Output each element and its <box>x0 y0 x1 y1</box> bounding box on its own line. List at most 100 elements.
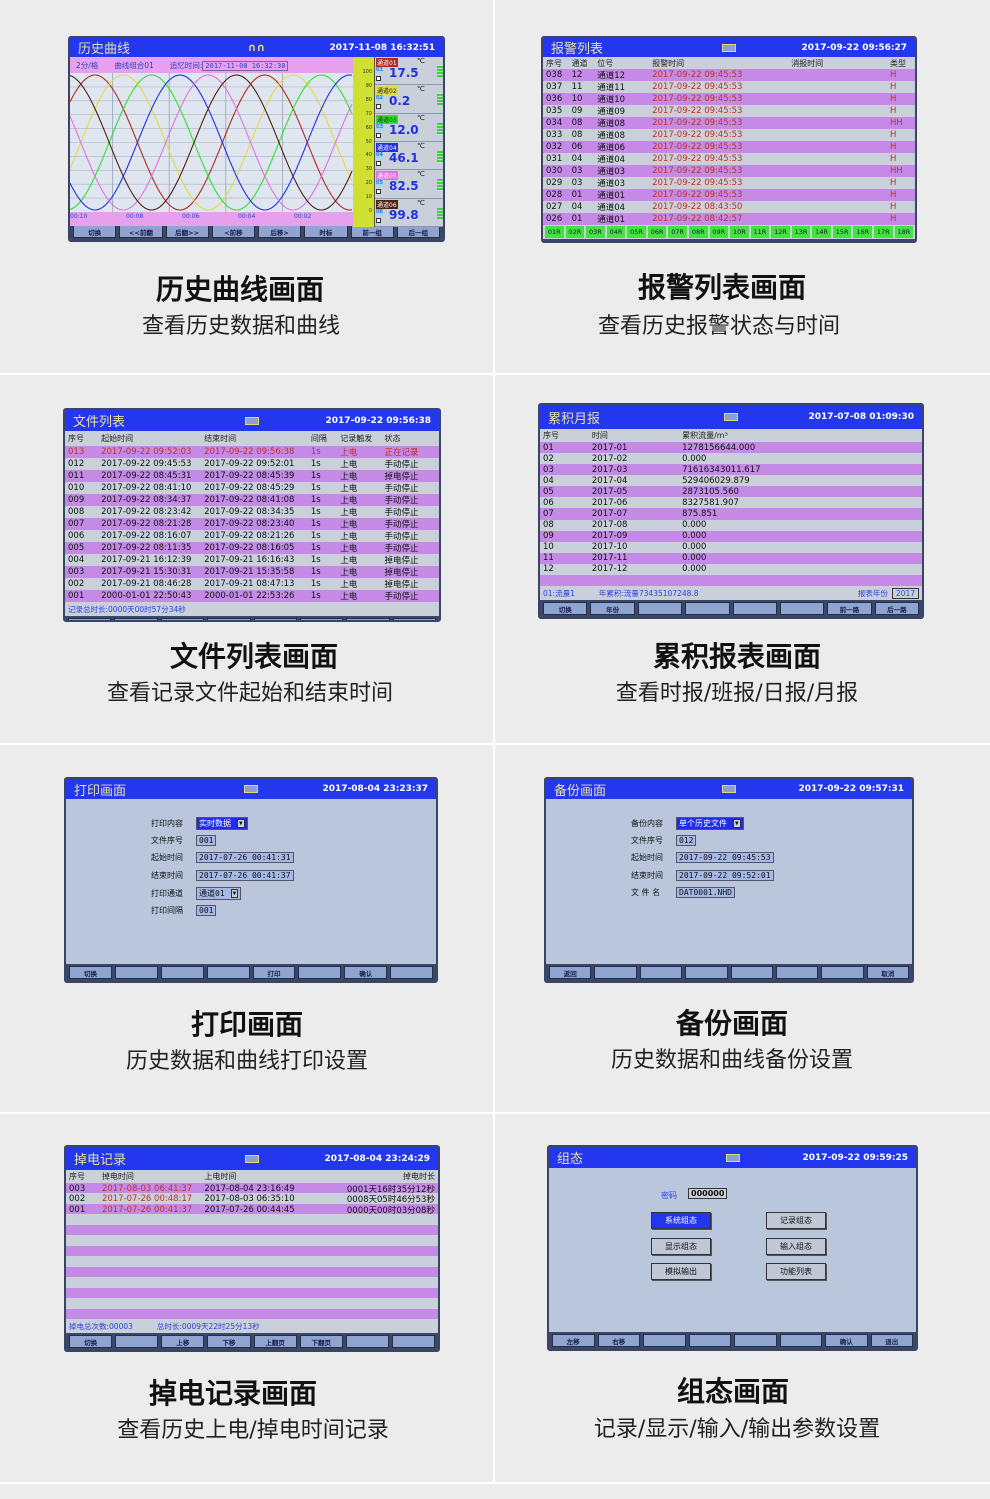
config-option-button[interactable]: 输入组态 <box>766 1237 826 1255</box>
table-row[interactable]: 012 2017-09-22 09:45:53 2017-09-22 09:52:0… <box>65 458 439 470</box>
table-row[interactable]: 06 2017-06 8327581.907 <box>540 497 922 509</box>
table-row[interactable] <box>66 1308 438 1320</box>
table-row[interactable]: 005 2017-09-22 08:11:35 2017-09-22 08:16:0… <box>65 542 439 554</box>
softkey-button[interactable] <box>391 1335 435 1348</box>
table-row[interactable] <box>66 1235 438 1246</box>
softkey-button[interactable]: 下翻页 <box>299 618 344 620</box>
table-row[interactable]: 004 2017-09-21 16:12:39 2017-09-21 16:16:4… <box>65 554 439 566</box>
softkey-button[interactable]: 切换 <box>546 241 589 243</box>
table-row[interactable]: 032 06 通道06 2017-09-22 09:45:53 H <box>543 141 915 153</box>
table-row[interactable]: 01 2017-01 1278156644.000 <box>540 442 922 454</box>
recall-time-input[interactable]: 2017-11-08 16:32:30 <box>202 61 289 71</box>
softkey-button[interactable]: 备份 <box>392 618 436 620</box>
softkey-button[interactable] <box>779 1334 822 1347</box>
config-option-button[interactable]: 功能列表 <box>766 1263 826 1280</box>
table-row[interactable]: 008 2017-09-22 08:23:42 2017-09-22 08:34:3… <box>65 506 439 518</box>
table-row[interactable]: 011 2017-09-22 08:45:31 2017-09-22 08:45:3… <box>65 470 439 482</box>
dropdown-arrow-icon[interactable]: ▼ <box>237 819 245 828</box>
channel-cell[interactable]: 通道05 ℃ 05 82.5 <box>375 170 443 199</box>
softkey-button[interactable] <box>688 1334 731 1347</box>
softkey-button[interactable]: 下翻页 <box>299 1335 343 1348</box>
field-input[interactable]: 2017-07-26 00:41:31 <box>196 852 294 863</box>
table-row[interactable] <box>540 574 922 587</box>
softkey-button[interactable]: 上翻页 <box>253 1335 297 1348</box>
softkey-button[interactable]: 切换 <box>73 225 117 238</box>
softkey-button[interactable]: 年份 <box>590 602 635 615</box>
channel-cell[interactable]: 通道04 ℃ 04 46.1 <box>375 141 443 171</box>
checkbox-icon[interactable] <box>376 160 381 166</box>
softkey-button[interactable]: 曲线 <box>346 618 390 620</box>
checkbox-icon[interactable] <box>376 217 381 223</box>
table-row[interactable]: 035 09 通道09 2017-09-22 09:45:53 H <box>543 105 915 117</box>
dropdown-arrow-icon[interactable]: ▼ <box>733 819 741 828</box>
table-row[interactable]: 027 04 通道04 2017-09-22 08:43:50 H <box>543 201 915 213</box>
field-input[interactable]: 012 <box>676 834 697 846</box>
table-row[interactable]: 11 2017-11 0.000 <box>540 552 922 564</box>
softkey-button[interactable] <box>643 1334 686 1347</box>
softkey-button[interactable] <box>779 602 825 615</box>
table-row[interactable]: 002 2017-09-21 08:46:28 2017-09-21 08:47:1… <box>65 578 439 590</box>
softkey-button[interactable]: 切换 <box>68 618 112 620</box>
config-option-button[interactable]: 系统组态 <box>651 1212 711 1229</box>
softkey-button[interactable]: 上翻页 <box>253 618 297 620</box>
softkey-button[interactable]: <前移 <box>211 225 255 238</box>
config-option-button[interactable]: 模拟输出 <box>651 1263 711 1280</box>
softkey-button[interactable] <box>821 966 864 979</box>
softkey-button[interactable] <box>592 241 635 243</box>
field-input[interactable]: 实时数据 ▼ <box>196 817 248 830</box>
table-row[interactable]: 031 04 通道04 2017-09-22 09:45:53 H <box>543 153 915 165</box>
table-row[interactable]: 08 2017-08 0.000 <box>540 519 922 531</box>
softkey-button[interactable] <box>685 966 728 979</box>
softkey-button[interactable]: 上翻页 <box>731 241 774 243</box>
year-input[interactable]: 2017 <box>891 587 919 599</box>
field-input[interactable]: 单个历史文件 ▼ <box>676 817 744 830</box>
table-row[interactable]: 003 2017-09-21 15:30:31 2017-09-21 15:35:5… <box>65 566 439 578</box>
channel-cell[interactable]: 通道03 ℃ 03 12.0 <box>375 113 443 142</box>
table-row[interactable]: 02 2017-02 0.000 <box>540 453 922 465</box>
softkey-button[interactable] <box>206 966 250 979</box>
table-row[interactable]: 12 2017-12 0.000 <box>540 563 922 575</box>
field-input[interactable]: 001 <box>196 904 217 916</box>
field-input[interactable]: 2017-07-26 00:41:37 <box>196 869 294 881</box>
table-row[interactable]: 006 2017-09-22 08:16:07 2017-09-22 08:21:2… <box>65 530 439 542</box>
table-row[interactable]: 033 08 通道08 2017-09-22 09:45:53 H <box>543 129 915 141</box>
softkey-button[interactable] <box>730 966 773 979</box>
softkey-button[interactable]: 切换 <box>543 602 588 615</box>
softkey-button[interactable]: 前一路 <box>827 602 872 615</box>
softkey-button[interactable]: 下移 <box>207 618 251 620</box>
table-row[interactable] <box>66 1256 438 1267</box>
table-row[interactable]: 007 2017-09-22 08:21:28 2017-09-22 08:23:4… <box>65 518 439 530</box>
table-row[interactable]: 038 12 通道12 2017-09-22 09:45:53 H <box>543 69 915 81</box>
table-row[interactable]: 030 03 通道03 2017-09-22 09:45:53 HH <box>543 165 915 177</box>
channel-cell[interactable]: 通道06 ℃ 06 99.8 <box>375 198 443 227</box>
table-row[interactable]: 036 10 通道10 2017-09-22 09:45:53 H <box>543 93 915 105</box>
softkey-button[interactable]: 时标 <box>304 225 348 238</box>
checkbox-icon[interactable] <box>376 104 381 110</box>
softkey-button[interactable]: 右移 <box>597 1334 640 1347</box>
table-row[interactable]: 001 2000-01-01 22:50:43 2000-01-01 22:53:2… <box>65 590 439 602</box>
softkey-button[interactable] <box>732 602 777 615</box>
checkbox-icon[interactable] <box>376 76 381 81</box>
softkey-button[interactable]: 后翻>> <box>165 225 209 238</box>
table-row[interactable]: 04 2017-04 529406029.879 <box>540 475 922 487</box>
softkey-button[interactable]: 下翻页 <box>777 241 820 243</box>
table-row[interactable]: 034 08 通道08 2017-09-22 09:45:53 HH <box>543 117 915 129</box>
table-row[interactable]: 10 2017-10 0.000 <box>540 541 922 553</box>
table-row[interactable]: 026 01 通道01 2017-09-22 08:42:57 H <box>543 213 915 225</box>
softkey-button[interactable]: 确认 <box>344 966 388 979</box>
config-option-button[interactable]: 显示组态 <box>651 1237 711 1255</box>
softkey-button[interactable]: 后一路 <box>874 602 919 615</box>
table-row[interactable]: 07 2017-07 875.851 <box>540 508 922 520</box>
softkey-button[interactable]: 下移 <box>684 241 727 243</box>
softkey-button[interactable] <box>734 1334 777 1347</box>
softkey-button[interactable] <box>594 966 637 979</box>
table-row[interactable]: 03 2017-03 71616343011.617 <box>540 464 922 476</box>
softkey-button[interactable] <box>114 966 158 979</box>
field-input[interactable]: 通道01 ▼ <box>196 887 242 900</box>
channel-cell[interactable]: 通道01 ℃ 01 17.5 <box>375 57 443 86</box>
table-row[interactable]: 002 2017-07-26 00:48:17 2017-08-03 06:35:1… <box>66 1193 438 1204</box>
table-row[interactable]: 010 2017-09-22 08:41:10 2017-09-22 08:45:2… <box>65 482 439 494</box>
checkbox-icon[interactable] <box>376 132 381 138</box>
softkey-button[interactable]: 左移 <box>552 1334 595 1347</box>
softkey-button[interactable]: 确认 <box>825 1334 868 1347</box>
